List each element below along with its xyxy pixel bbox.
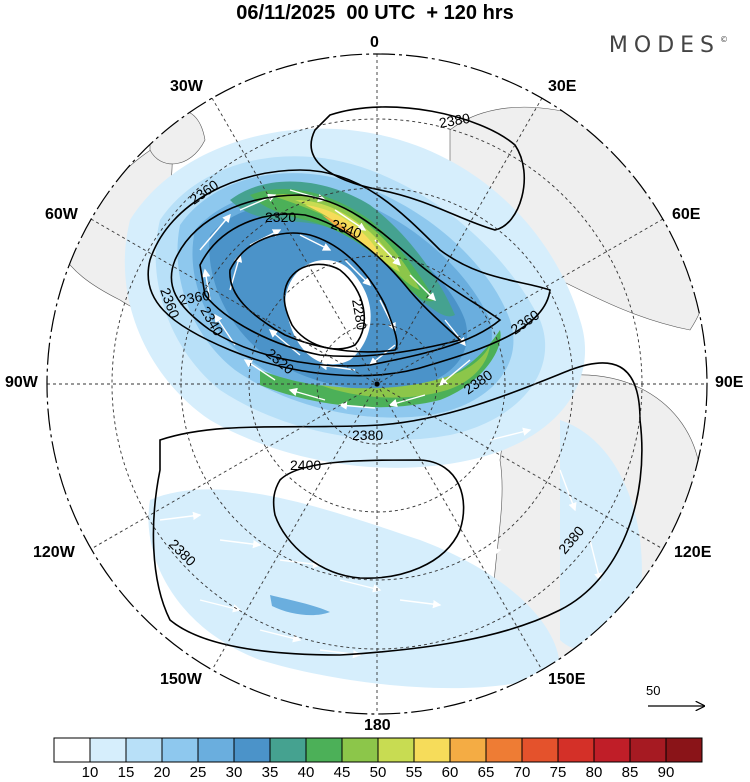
- colorbar-label: 35: [261, 764, 279, 781]
- meridian-label-0: 0: [370, 34, 379, 51]
- contour-2380-north: [310, 106, 525, 231]
- colorbar-label: 50: [369, 764, 387, 781]
- reference-vector-label: 50: [646, 683, 661, 698]
- map-boundary: [46, 53, 708, 715]
- meridian-label-180: 180: [364, 717, 391, 734]
- colorbar-label: 30: [225, 764, 243, 781]
- contour-label: 2380: [438, 110, 472, 131]
- colorbar-label: 85: [621, 764, 639, 781]
- contour-label: 2280: [349, 298, 370, 332]
- colorbar-label: 80: [585, 764, 603, 781]
- colorbar-label: 25: [189, 764, 207, 781]
- colorbar-label: 10: [81, 764, 99, 781]
- colorbar-label: 65: [477, 764, 495, 781]
- colorbar-label: 45: [333, 764, 351, 781]
- colorbar-label: 90: [657, 764, 675, 781]
- wind-speed-shading: [124, 128, 642, 689]
- meridian-label-150e: 150E: [548, 671, 586, 688]
- copyright-mark: ©: [720, 35, 728, 44]
- colorbar-label: 20: [153, 764, 171, 781]
- meridian-label-30e: 30E: [548, 78, 577, 95]
- contour-2320: [199, 213, 462, 358]
- contour-2300: [229, 232, 398, 353]
- brand-logo: MODES©: [609, 33, 728, 58]
- contour-2400: [272, 459, 465, 579]
- brand-text: MODES: [608, 33, 720, 58]
- contour-2380-main: [152, 362, 643, 656]
- colorbar-label: 55: [405, 764, 423, 781]
- contour-label: 2380: [352, 427, 383, 443]
- colorbar-label: 75: [549, 764, 567, 781]
- contour-2340: [170, 194, 502, 367]
- meridian-label-90e: 90E: [715, 374, 744, 391]
- colorbar-label: 70: [513, 764, 531, 781]
- contour-2280: [283, 263, 366, 350]
- meridian-label-120e: 120E: [674, 544, 712, 561]
- meridian-label-120w: 120W: [33, 544, 75, 561]
- meridian-label-90w: 90W: [5, 374, 38, 391]
- meridian-label-60e: 60E: [672, 206, 701, 223]
- colorbar-label: 40: [297, 764, 315, 781]
- contour-label: 2400: [290, 457, 321, 473]
- colorbar-label: 15: [117, 764, 135, 781]
- contour-label: 2320: [265, 209, 296, 225]
- height-contours: [147, 106, 643, 656]
- meridian-label-30w: 30W: [170, 78, 203, 95]
- contour-label: 2360: [178, 287, 212, 308]
- meridian-label-150w: 150W: [160, 671, 202, 688]
- colorbar-label: 60: [441, 764, 459, 781]
- page-title: 06/11/2025 00 UTC + 120 hrs: [236, 2, 514, 24]
- pole-marker: [374, 381, 380, 387]
- meridian-label-60w: 60W: [45, 206, 78, 223]
- contour-2360: [147, 169, 551, 377]
